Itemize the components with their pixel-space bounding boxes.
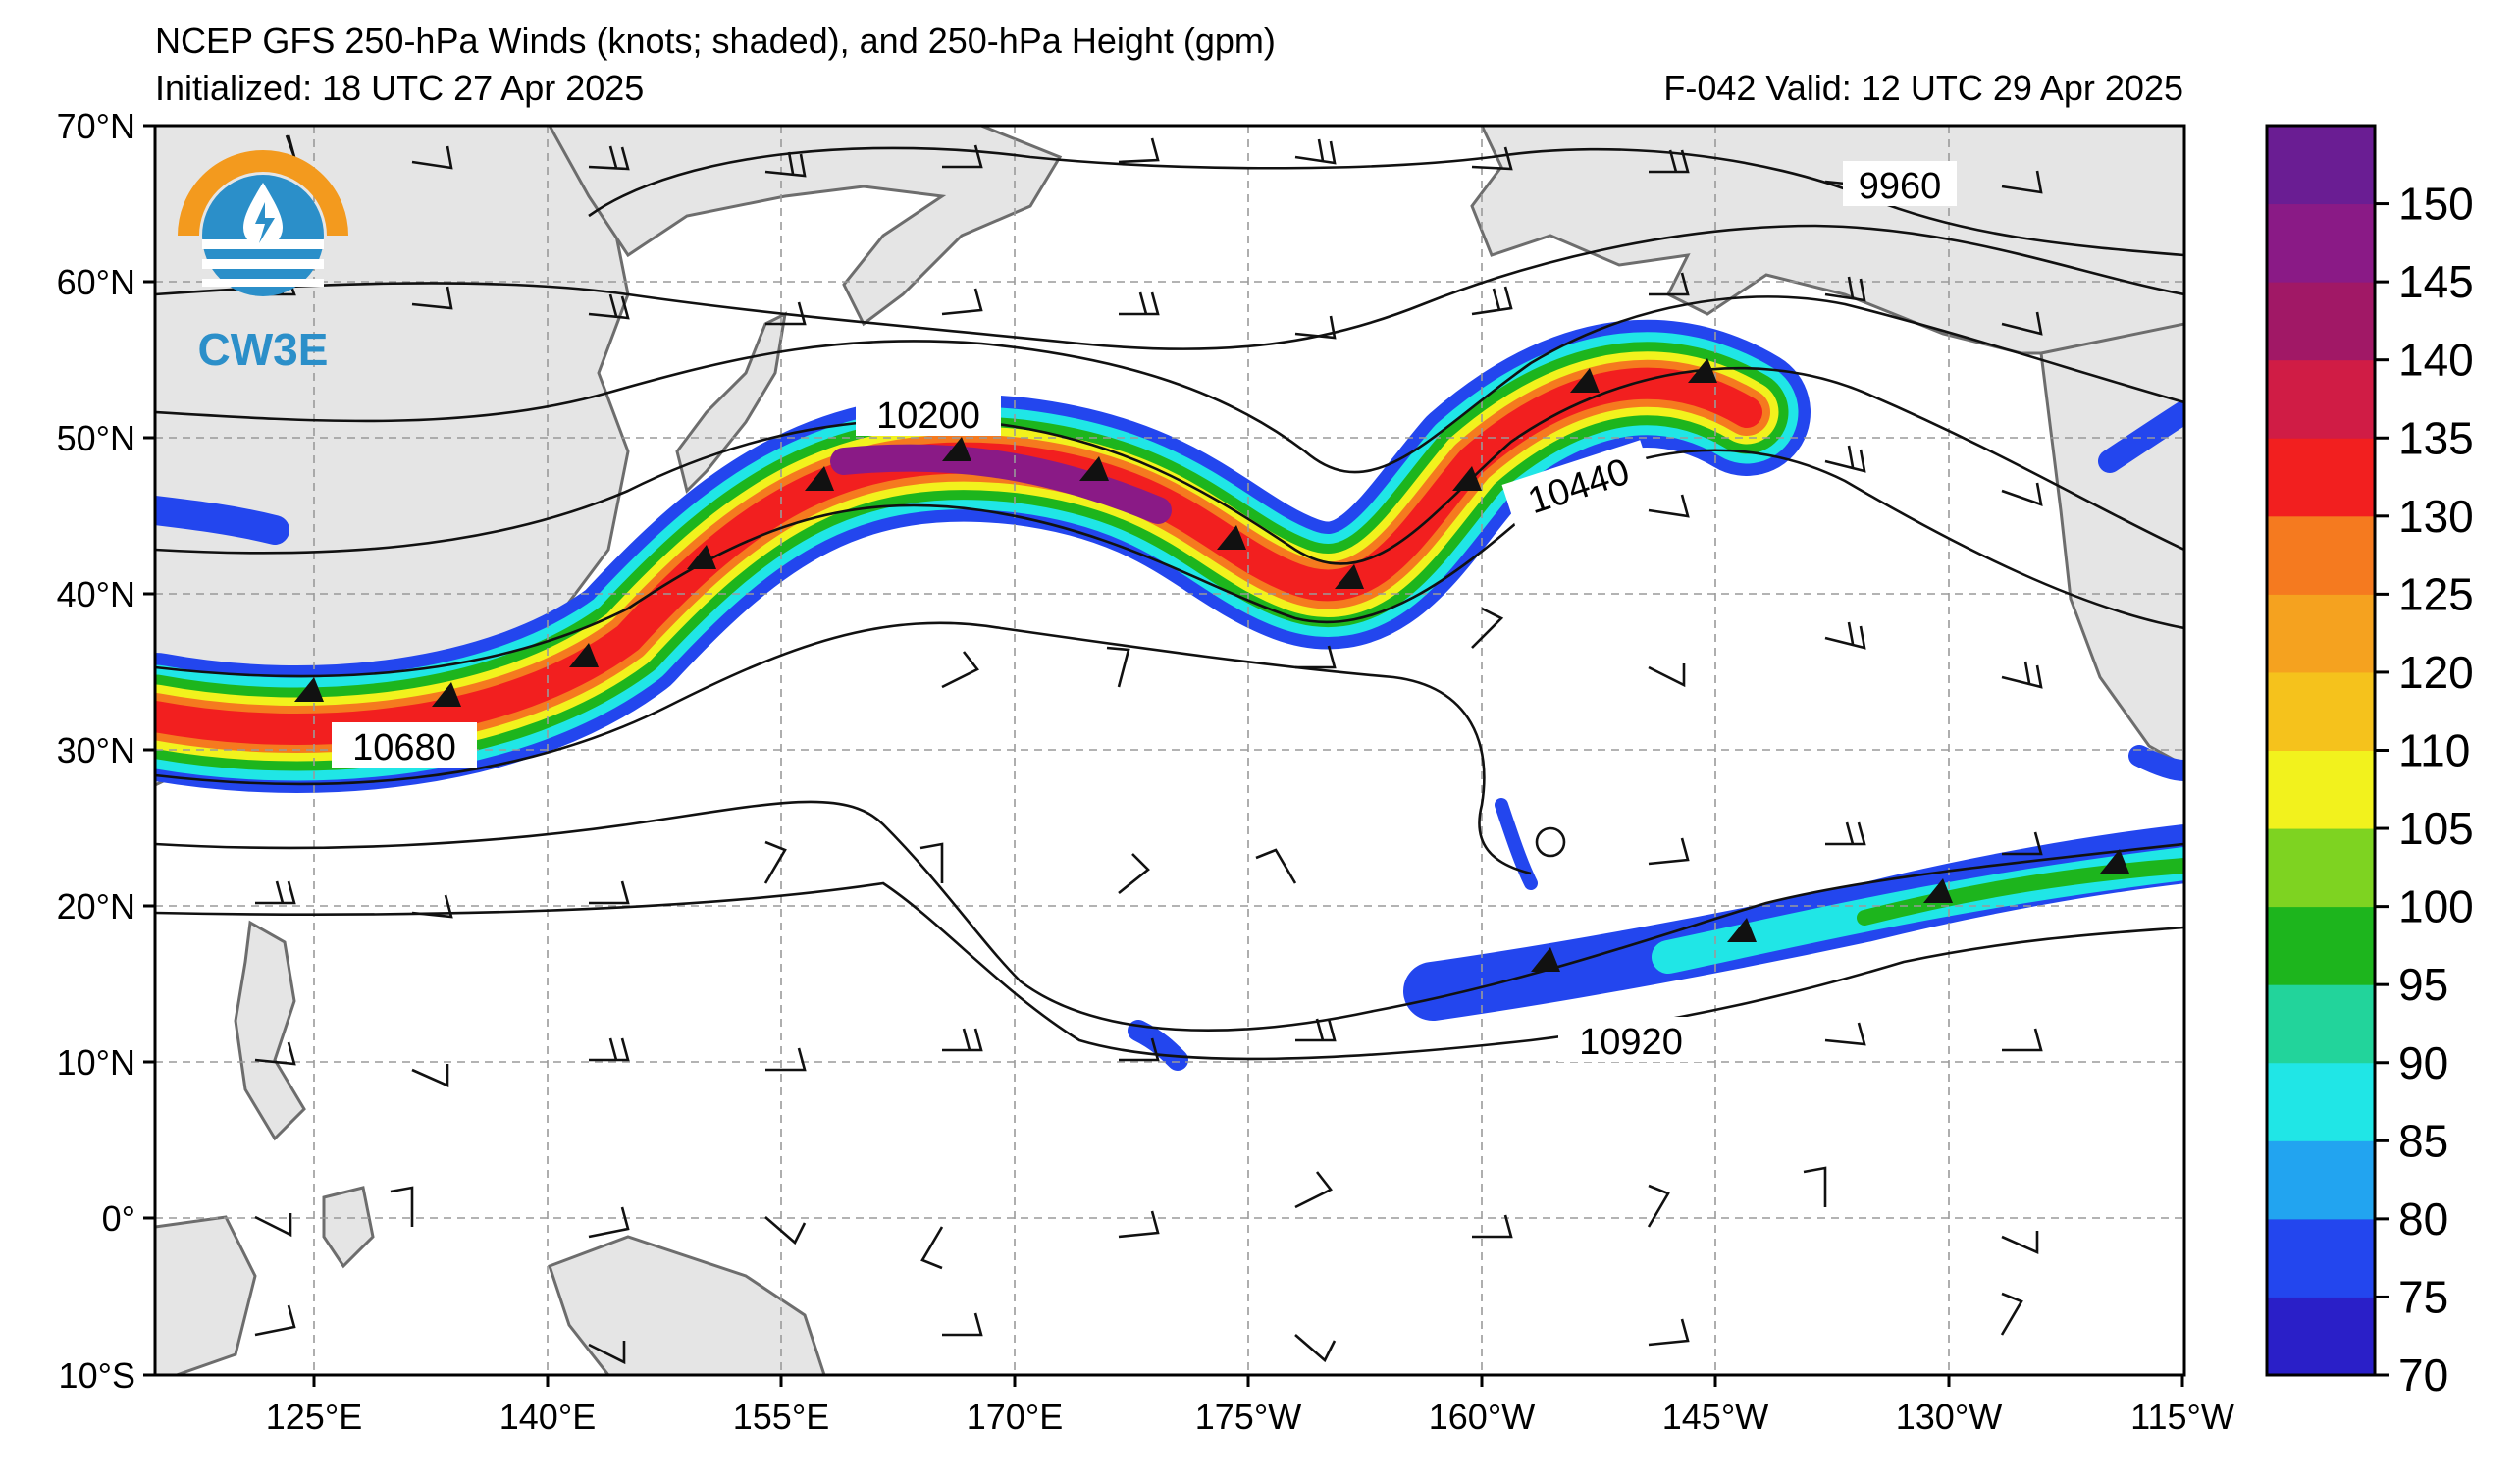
lat-label: 10°S: [59, 1355, 135, 1396]
chart-title: NCEP GFS 250-hPa Winds (knots; shaded), …: [155, 21, 1276, 61]
colorbar-segment: [2267, 282, 2375, 361]
colorbar-label: 105: [2398, 803, 2474, 854]
colorbar-label: 75: [2398, 1271, 2448, 1322]
colorbar-label: 135: [2398, 412, 2474, 463]
lon-label: 160°W: [1429, 1397, 1535, 1437]
lat-label: 60°N: [57, 262, 135, 302]
colorbar-segment: [2267, 1140, 2375, 1220]
axis-ticks: [143, 124, 2184, 1387]
lat-label: 70°N: [57, 106, 135, 146]
colorbar-segment: [2267, 438, 2375, 517]
colorbar-segment: [2267, 750, 2375, 829]
contour-label-9960: 9960: [1859, 166, 1942, 207]
colorbar-label: 145: [2398, 256, 2474, 307]
height-contours: [155, 146, 2184, 1061]
lat-label: 50°N: [57, 418, 135, 458]
lat-label: 30°N: [57, 730, 135, 770]
lon-label: 155°E: [733, 1397, 829, 1437]
colorbar-segment: [2267, 984, 2375, 1064]
lat-label: 40°N: [57, 574, 135, 614]
colorbar-label: 80: [2398, 1193, 2448, 1245]
lon-label: 140°E: [499, 1397, 596, 1437]
cw3e-logo: CW3E: [178, 150, 348, 375]
init-time: Initialized: 18 UTC 27 Apr 2025: [155, 68, 645, 108]
colorbar-segment: [2267, 515, 2375, 595]
lat-label: 10°N: [57, 1042, 135, 1083]
colorbar-segment: [2267, 203, 2375, 283]
colorbar-segment: [2267, 594, 2375, 673]
colorbar-label: 100: [2398, 881, 2474, 932]
wind-barbs: [254, 134, 2129, 1365]
colorbar-segment: [2267, 1062, 2375, 1141]
colorbar-segment: [2267, 126, 2375, 205]
colorbar-label: 95: [2398, 959, 2448, 1010]
lon-label: 130°W: [1896, 1397, 2002, 1437]
valid-time: F-042 Valid: 12 UTC 29 Apr 2025: [1663, 68, 2183, 108]
colorbar-segment: [2267, 671, 2375, 751]
contour-label-10920: 10920: [1579, 1022, 1683, 1063]
lon-label: 170°E: [967, 1397, 1063, 1437]
colorbar-label: 150: [2398, 179, 2474, 230]
latitude-labels: 70°N 60°N 50°N 40°N 30°N 20°N 10°N 0° 10…: [57, 106, 135, 1396]
colorbar-segment: [2267, 1297, 2375, 1376]
logo-arc: [178, 150, 348, 237]
colorbar-label: 140: [2398, 335, 2474, 386]
lon-label: 175°W: [1195, 1397, 1301, 1437]
colorbar-label: 70: [2398, 1350, 2448, 1401]
contour-label-10680: 10680: [352, 727, 456, 768]
colorbar-label: 130: [2398, 491, 2474, 542]
lon-label: 145°W: [1662, 1397, 1768, 1437]
colorbar-segment: [2267, 906, 2375, 985]
colorbar-segment: [2267, 359, 2375, 439]
lon-label: 115°W: [2130, 1397, 2234, 1437]
colorbar-label: 110: [2398, 725, 2470, 776]
lightning-icon: [255, 202, 275, 243]
lon-label: 125°E: [266, 1397, 362, 1437]
colorbar-label: 90: [2398, 1037, 2448, 1088]
colorbar-label: 125: [2398, 568, 2474, 619]
colorbar-segment: [2267, 1218, 2375, 1298]
colorbar-segment: [2267, 828, 2375, 908]
lat-label: 0°: [102, 1198, 135, 1239]
colorbar-label: 120: [2398, 647, 2474, 698]
lat-label: 20°N: [57, 886, 135, 927]
logo-text: CW3E: [198, 324, 329, 375]
colorbar-label: 85: [2398, 1115, 2448, 1166]
wind-shading: [155, 319, 2184, 1071]
colorbar: 150 145 140 135 130 125 120 110 105 100 95 90 85 80 75…: [2265, 124, 2474, 1401]
contour-label-10200: 10200: [876, 396, 980, 437]
longitude-labels: 125°E 140°E 155°E 170°E 175°W 160°W 145°…: [266, 1397, 2234, 1437]
